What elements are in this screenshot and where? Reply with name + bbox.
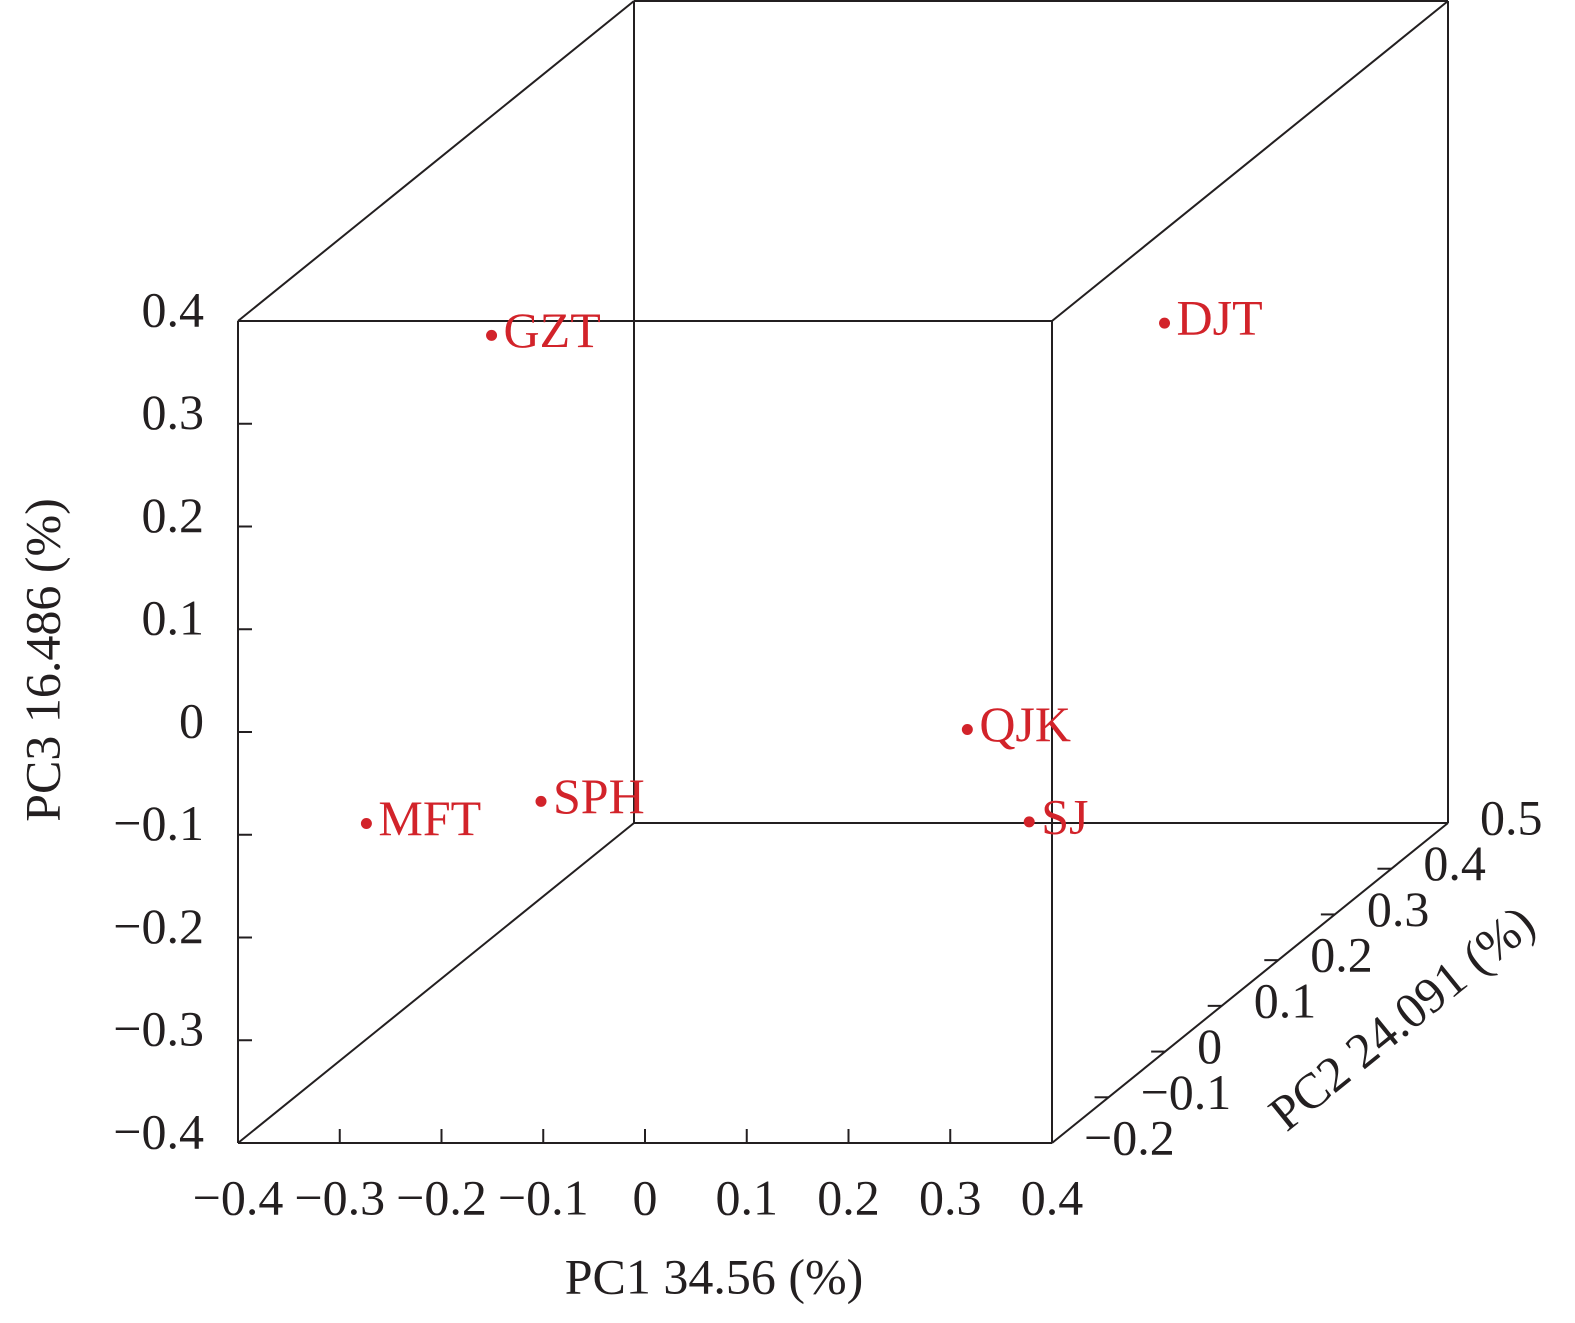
x-tick-label: −0.1: [498, 1169, 589, 1225]
y-tick-label: 0.5: [1480, 789, 1543, 845]
y-tick-label: −0.1: [1141, 1064, 1232, 1120]
x-tick-label: 0.3: [919, 1169, 982, 1225]
point: [535, 795, 547, 807]
z-tick-label: 0.2: [142, 487, 205, 543]
z-tick-label: −0.2: [113, 898, 204, 954]
z-tick-label: −0.1: [113, 795, 204, 851]
z-tick-label: 0: [179, 692, 204, 748]
z-tick-label: 0.1: [142, 590, 205, 646]
y-tick-label: 0: [1197, 1018, 1222, 1074]
box-edge: [237, 822, 635, 1144]
point: [360, 817, 372, 829]
x-tick-label: −0.4: [193, 1169, 284, 1225]
point: [961, 723, 973, 735]
point-label: GZT: [504, 302, 601, 358]
y-tick-label: 0.3: [1367, 881, 1430, 937]
box-edge: [237, 0, 635, 322]
x-tick-label: 0.1: [716, 1169, 779, 1225]
point: [1023, 816, 1035, 828]
box-edge: [1051, 0, 1449, 322]
y-tick-label: 0.2: [1310, 927, 1373, 983]
point: [1159, 317, 1171, 329]
y-tick-label: 0.4: [1423, 835, 1486, 891]
z-tick-label: −0.4: [113, 1103, 204, 1159]
point-label: QJK: [979, 696, 1071, 752]
x-tick-label: 0.4: [1021, 1169, 1084, 1225]
point-label: SJ: [1041, 788, 1088, 844]
x-tick-label: −0.3: [294, 1169, 385, 1225]
y-tick-label: 0.1: [1254, 972, 1317, 1028]
x-tick-label: 0.2: [817, 1169, 880, 1225]
y-tick-label: −0.2: [1084, 1109, 1175, 1165]
box-edge: [1051, 822, 1449, 1144]
x-axis-label: PC1 34.56 (%): [565, 1248, 864, 1304]
z-tick-label: 0.3: [142, 384, 205, 440]
x-tick-label: 0: [633, 1169, 658, 1225]
point-label: SPH: [553, 768, 645, 824]
z-tick-label: 0.4: [142, 281, 205, 337]
z-tick-label: −0.3: [113, 1001, 204, 1057]
point-label: MFT: [378, 790, 481, 846]
point: [486, 329, 498, 341]
z-axis-label: PC3 16.486 (%): [14, 498, 70, 822]
x-tick-label: −0.2: [396, 1169, 487, 1225]
point-label: DJT: [1177, 290, 1263, 346]
